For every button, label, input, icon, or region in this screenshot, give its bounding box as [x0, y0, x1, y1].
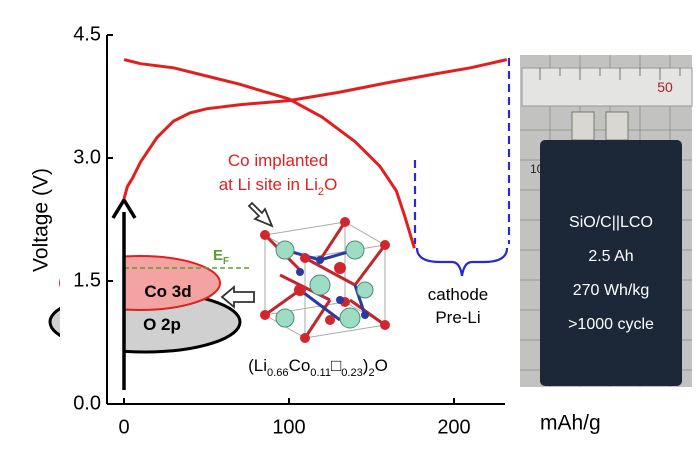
- annotation-co-implanted: at Li site in Li2O: [219, 175, 338, 197]
- annotation-part: 270 Wh/kg: [573, 282, 649, 299]
- annotation-part: 2: [368, 367, 374, 379]
- pre-li-marker: [413, 58, 511, 277]
- annotation-part: cathode: [428, 285, 489, 304]
- annotation-part: 0.66: [267, 367, 289, 379]
- annotation-co-implanted: Co implanted: [228, 151, 328, 170]
- annotation-part: F: [223, 256, 229, 267]
- annotation-part: E: [213, 247, 223, 264]
- annotation-part: Pre-Li: [435, 308, 480, 327]
- annotation-part: at Li site in Li: [219, 175, 318, 194]
- annotation-fermi: EF: [213, 247, 229, 267]
- annotation-part: 0.23: [341, 367, 363, 379]
- annotation-part: 50: [657, 79, 673, 95]
- band-diagram: [48, 196, 274, 390]
- annotation-cathode: Pre-Li: [435, 308, 480, 327]
- y-tick-label: 0.0: [73, 392, 101, 414]
- annotation-part: 2.5 Ah: [588, 248, 633, 265]
- annotation-battery: SiO/C||LCO: [569, 214, 653, 231]
- annotation-part: O 2p: [143, 315, 181, 334]
- annotation-part: ): [363, 356, 369, 375]
- annotation-ruler: 50: [657, 79, 673, 95]
- annotation-part: □: [331, 356, 341, 375]
- annotation-part: SiO/C||LCO: [569, 214, 653, 231]
- annotation-co3d: Co 3d: [144, 282, 191, 301]
- crystal-structure: [260, 217, 390, 343]
- x-tick-label: 0: [118, 416, 129, 438]
- annotation-battery: >1000 cycle: [568, 316, 654, 333]
- annotation-part: Co 3d: [144, 282, 191, 301]
- annotation-part: >1000 cycle: [568, 316, 654, 333]
- curve: [122, 58, 508, 200]
- battery-photo: [520, 55, 693, 387]
- x-tick-label: 200: [437, 416, 470, 438]
- annotation-o2p: O 2p: [143, 315, 181, 334]
- annotation-scale: 10: [530, 162, 544, 176]
- annotation-part: 10: [530, 162, 544, 176]
- annotation-cathode: cathode: [428, 285, 489, 304]
- annotation-formula: (Li0.66Co0.11□0.23)2O: [248, 356, 388, 378]
- annotation-part: Co: [289, 356, 311, 375]
- y-axis-label: Voltage (V): [30, 168, 53, 272]
- annotation-part: 2: [318, 186, 324, 198]
- x-tick-label: 100: [272, 416, 305, 438]
- y-tick-label: 4.5: [73, 23, 101, 45]
- y-tick-label: 1.5: [73, 269, 101, 291]
- annotation-battery: 2.5 Ah: [588, 248, 633, 265]
- annotation-part: O: [324, 175, 337, 194]
- annotation-battery: 270 Wh/kg: [573, 282, 649, 299]
- annotation-part: Co implanted: [228, 151, 328, 170]
- annotation-part: 0.11: [310, 367, 331, 379]
- curve: [123, 58, 416, 249]
- annotation-part: (Li: [248, 356, 267, 375]
- annotation-part: O: [375, 356, 388, 375]
- y-tick-label: 3.0: [73, 146, 101, 168]
- x-axis-label: mAh/g: [540, 412, 601, 435]
